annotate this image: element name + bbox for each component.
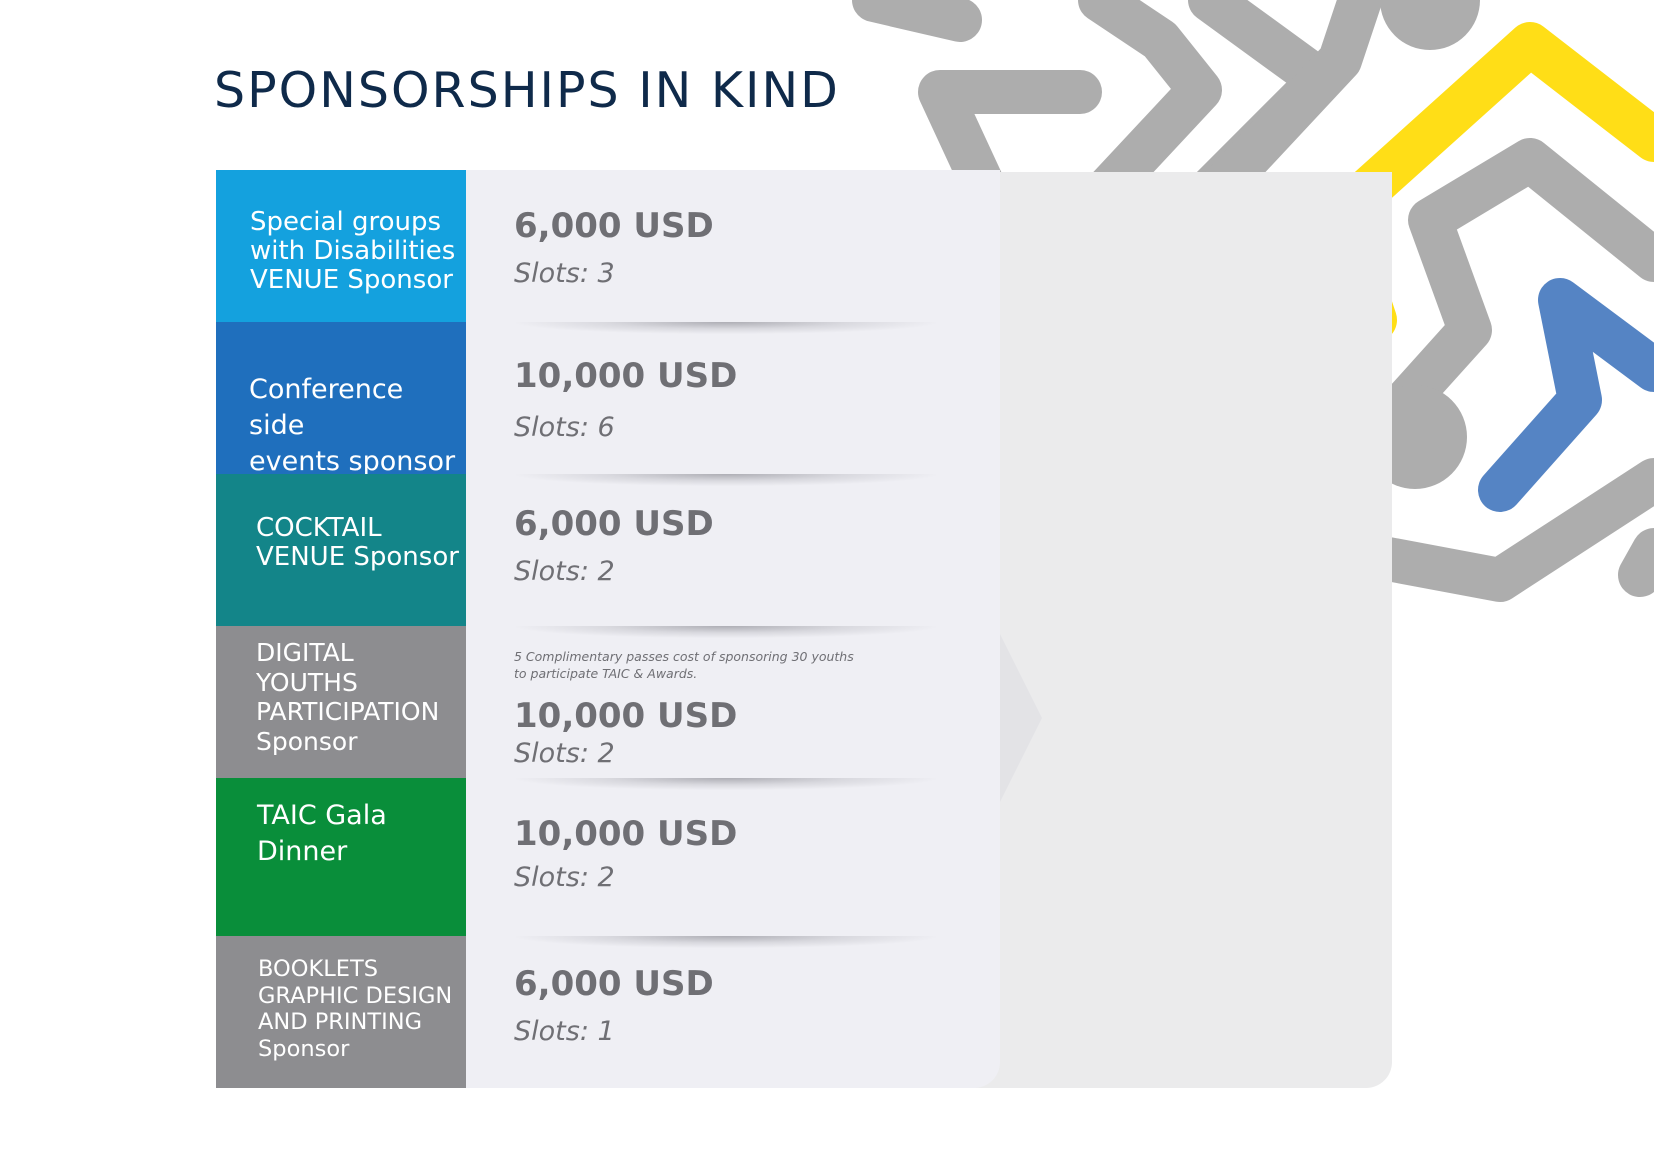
arrow-tab <box>998 630 1042 806</box>
sponsor-slots: Slots: 2 <box>514 738 615 769</box>
row-divider <box>516 778 936 790</box>
row-divider <box>516 626 936 638</box>
sponsor-price: 6,000 USD <box>514 504 714 544</box>
sponsor-price: 10,000 USD <box>514 814 738 854</box>
sponsorship-row: TAIC Gala Dinner 10,000 USD Slots: 2 <box>216 778 1000 948</box>
sponsor-price: 6,000 USD <box>514 964 714 1004</box>
sponsor-label-box: BOOKLETS GRAPHIC DESIGN AND PRINTING Spo… <box>216 936 466 1088</box>
sponsor-label-box: DIGITAL YOUTHS PARTICIPATION Sponsor <box>216 626 466 778</box>
sponsor-slots: Slots: 1 <box>514 1016 615 1047</box>
sponsorship-table: Special groups with Disabilities VENUE S… <box>216 170 1000 1088</box>
sponsor-label: BOOKLETS GRAPHIC DESIGN AND PRINTING Spo… <box>258 956 453 1062</box>
sponsor-slots: Slots: 6 <box>514 412 615 443</box>
sponsor-slots: Slots: 2 <box>514 556 615 587</box>
sponsorship-row: Conference side events sponsor 10,000 US… <box>216 322 1000 486</box>
sponsor-label: DIGITAL YOUTHS PARTICIPATION Sponsor <box>256 638 440 756</box>
sponsorship-row: BOOKLETS GRAPHIC DESIGN AND PRINTING Spo… <box>216 936 1000 1088</box>
sponsor-label-box: TAIC Gala Dinner <box>216 778 466 936</box>
sponsor-note: 5 Complimentary passes cost of sponsorin… <box>514 649 854 681</box>
deco-blue-line <box>1478 278 1654 512</box>
sponsor-label: Conference side events sponsor <box>249 374 456 477</box>
row-divider <box>516 322 936 334</box>
sponsorship-row: COCKTAIL VENUE Sponsor 6,000 USD Slots: … <box>216 474 1000 638</box>
sponsor-label-box: Conference side events sponsor <box>216 322 466 477</box>
row-divider <box>516 936 936 948</box>
row-divider <box>516 474 936 486</box>
sponsor-label: COCKTAIL VENUE Sponsor <box>256 513 459 572</box>
sponsor-label-box: COCKTAIL VENUE Sponsor <box>216 474 466 626</box>
sponsor-price: 10,000 USD <box>514 356 738 396</box>
sponsorship-row: DIGITAL YOUTHS PARTICIPATION Sponsor 5 C… <box>216 626 1000 790</box>
sponsor-label: TAIC Gala Dinner <box>257 800 387 867</box>
sponsor-label-box: Special groups with Disabilities VENUE S… <box>216 170 466 322</box>
deco-grey-line <box>918 70 1102 222</box>
sponsor-price: 6,000 USD <box>514 206 714 246</box>
deco-grey-line <box>852 0 982 42</box>
page-title: SPONSORSHIPS IN KIND <box>214 62 840 119</box>
sponsorship-row: Special groups with Disabilities VENUE S… <box>216 170 1000 334</box>
deco-grey-line <box>1178 0 1382 232</box>
deco-grey-line <box>1358 138 1654 452</box>
sponsor-slots: Slots: 2 <box>514 862 615 893</box>
deco-grey-line <box>1618 528 1654 597</box>
sponsor-slots: Slots: 3 <box>514 258 615 289</box>
sponsor-label: Special groups with Disabilities VENUE S… <box>250 207 456 295</box>
sponsor-price: 10,000 USD <box>514 696 738 736</box>
deco-dot <box>1380 0 1480 50</box>
